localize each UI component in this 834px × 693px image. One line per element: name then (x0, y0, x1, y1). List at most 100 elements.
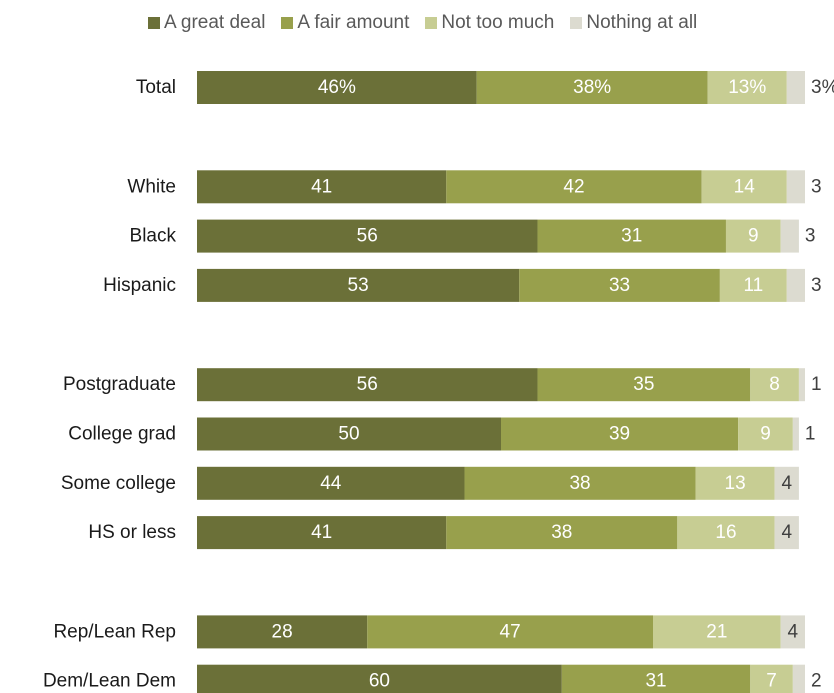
bar-segment (519, 268, 720, 302)
bar-segment (786, 268, 805, 302)
bar-segment (750, 664, 793, 693)
category-label: Rep/Lean Rep (53, 621, 176, 642)
data-label: 11 (743, 275, 763, 296)
data-label: 8 (769, 374, 780, 395)
data-label: 3 (805, 226, 816, 247)
bar-segment (197, 368, 538, 402)
bar-segment (446, 170, 702, 204)
bar-segment (798, 368, 805, 402)
bar-segment (792, 417, 799, 451)
data-label: 31 (645, 671, 666, 692)
data-label: 4 (781, 522, 792, 543)
category-label: Postgraduate (63, 374, 176, 395)
bar-segment (197, 268, 520, 302)
category-label: White (127, 176, 176, 197)
bar-segment (501, 417, 739, 451)
legend-swatch (281, 17, 294, 29)
bar-segment (695, 466, 775, 500)
legend-swatch (425, 17, 438, 29)
data-label: 1 (811, 374, 822, 395)
data-label: 38 (569, 473, 590, 494)
bar-segment (446, 516, 678, 550)
data-label: 13% (728, 77, 766, 98)
data-label: 3 (811, 275, 822, 296)
category-label: Some college (61, 473, 176, 494)
legend-item: A great deal (148, 12, 265, 34)
category-label: Black (130, 226, 177, 247)
category-label: Dem/Lean Dem (43, 671, 176, 692)
data-label: 13 (725, 473, 746, 494)
bar-segment (780, 615, 805, 649)
bar-segment (197, 170, 447, 204)
data-label: 4 (781, 473, 792, 494)
data-label: 14 (734, 176, 756, 197)
bar-segment (367, 615, 653, 649)
bar-segment (197, 664, 562, 693)
bar-segment (197, 516, 447, 550)
bar-segment (707, 71, 787, 104)
category-label: HS or less (88, 522, 176, 543)
bar-segment (792, 664, 805, 693)
bar-segment (774, 516, 799, 550)
bar-segment (677, 516, 775, 550)
legend-label: Nothing at all (586, 12, 698, 33)
data-label: 56 (357, 226, 378, 247)
bar-segment (197, 417, 501, 451)
category-label: College grad (68, 424, 176, 445)
category-label: Total (136, 77, 176, 98)
data-label: 2 (811, 671, 822, 692)
data-label: 33 (609, 275, 630, 296)
bar-segment (197, 219, 538, 253)
data-label: 41 (311, 522, 332, 543)
bar-segment (197, 466, 465, 500)
bar-segment (738, 417, 793, 451)
data-label: 39 (609, 424, 630, 445)
bar-segment (774, 466, 799, 500)
data-label: 42 (563, 176, 584, 197)
legend-label: A great deal (164, 12, 266, 33)
data-label: 7 (766, 671, 777, 692)
bar-segment (653, 615, 781, 649)
bar-segment (197, 71, 477, 104)
data-label: 21 (706, 621, 727, 642)
data-label: 56 (357, 374, 378, 395)
data-label: 31 (621, 226, 642, 247)
legend-item: Nothing at all (570, 12, 697, 34)
data-label: 53 (348, 275, 369, 296)
data-label: 9 (748, 226, 759, 247)
data-label: 47 (500, 621, 521, 642)
data-label: 35 (633, 374, 654, 395)
data-label: 38% (573, 77, 611, 98)
bar-segment (719, 268, 787, 302)
data-label: 3% (811, 77, 834, 98)
legend-swatch (570, 17, 583, 29)
data-label: 44 (320, 473, 342, 494)
bar-segment (786, 170, 805, 204)
data-label: 50 (338, 424, 359, 445)
bar-segment (476, 71, 708, 104)
bar-segment (561, 664, 751, 693)
bar-segment (537, 368, 751, 402)
data-label: 41 (311, 176, 332, 197)
data-label: 60 (369, 671, 390, 692)
data-label: 1 (805, 424, 816, 445)
legend-label: Not too much (441, 12, 555, 33)
data-label: 3 (811, 176, 822, 197)
data-label: 4 (788, 621, 799, 642)
chart-legend: A great deal A fair amount Not too much Not… (148, 10, 697, 36)
data-label: 9 (760, 424, 771, 445)
legend-item: Not too much (425, 12, 554, 34)
legend-swatch (148, 17, 160, 29)
bar-segment (780, 219, 799, 253)
data-label: 16 (715, 522, 736, 543)
data-label: 28 (272, 621, 293, 642)
bar-segment (750, 368, 799, 402)
data-label: 46% (318, 77, 356, 98)
bar-segment (537, 219, 726, 253)
bar-segment (701, 170, 787, 204)
bar-segment (725, 219, 781, 253)
bar-segment (464, 466, 696, 500)
data-label: 38 (551, 522, 572, 543)
legend-item: A fair amount (281, 12, 409, 34)
